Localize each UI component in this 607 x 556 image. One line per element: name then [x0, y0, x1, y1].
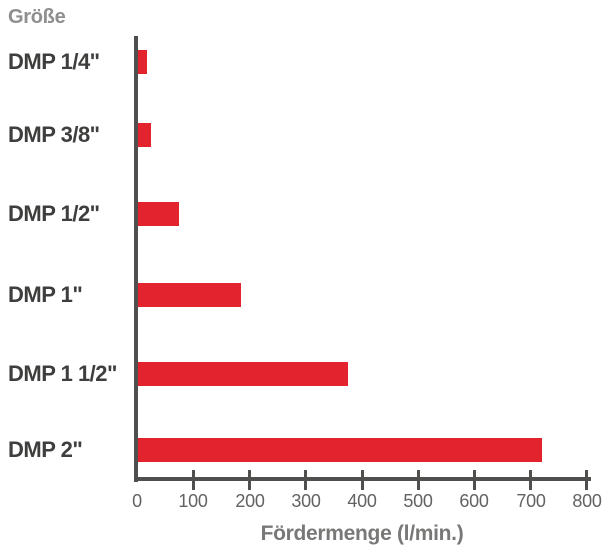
category-label-dmp-quarter: DMP 1/4": [8, 49, 100, 74]
x-axis-tick-100: [192, 470, 195, 490]
bar-dmp-oneandhalf: [137, 362, 348, 386]
category-label-dmp-oneandhalf: DMP 1 1/2": [8, 361, 117, 386]
x-tick-label-400: 400: [347, 491, 377, 511]
x-tick-label-600: 600: [459, 491, 489, 511]
x-tick-label-500: 500: [403, 491, 433, 511]
x-axis-tick-700: [529, 470, 532, 490]
x-axis-tick-300: [304, 470, 307, 490]
bar-dmp-threeeighths: [137, 123, 152, 147]
y-axis-title: Größe: [8, 6, 66, 28]
x-tick-label-100: 100: [178, 491, 208, 511]
bar-dmp-two: [137, 438, 542, 462]
x-tick-label-300: 300: [291, 491, 321, 511]
bar-dmp-quarter: [137, 50, 147, 74]
bar-dmp-one: [137, 283, 242, 307]
x-axis-title: Fördermenge (l/min.): [260, 522, 464, 545]
x-axis-tick-600: [473, 470, 476, 490]
category-label-dmp-half: DMP 1/2": [8, 201, 100, 226]
x-axis-tick-800: [585, 470, 588, 490]
x-tick-label-0: 0: [132, 491, 142, 511]
x-tick-label-700: 700: [516, 491, 546, 511]
category-label-dmp-threeeighths: DMP 3/8": [8, 122, 100, 147]
x-axis-tick-400: [361, 470, 364, 490]
x-axis-tick-500: [417, 470, 420, 490]
bar-dmp-half: [137, 202, 180, 226]
x-axis-tick-200: [248, 470, 251, 490]
x-tick-label-200: 200: [235, 491, 265, 511]
x-tick-label-800: 800: [572, 491, 602, 511]
y-axis-line: [134, 36, 138, 482]
category-label-dmp-two: DMP 2": [8, 437, 83, 462]
category-label-dmp-one: DMP 1": [8, 282, 83, 307]
